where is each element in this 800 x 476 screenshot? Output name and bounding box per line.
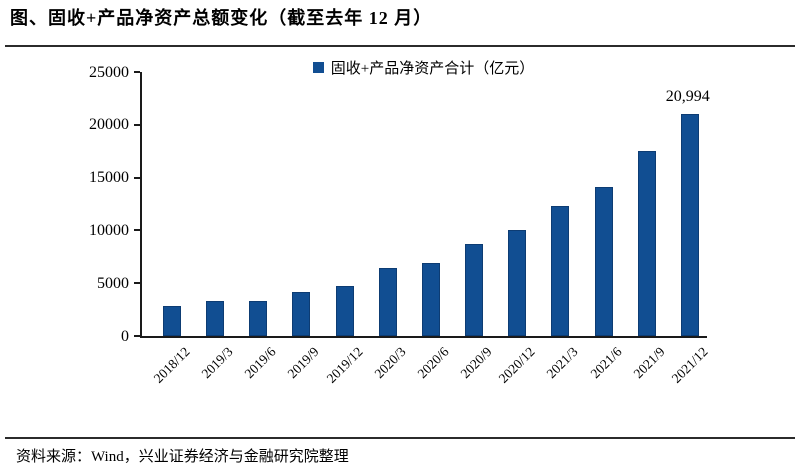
x-tick-label: 2019/3 bbox=[198, 344, 236, 382]
bar bbox=[249, 300, 268, 336]
title-divider bbox=[5, 45, 795, 47]
source-note: 资料来源：Wind，兴业证券经济与金融研究院整理 bbox=[16, 449, 349, 465]
x-tick-label: 2020/9 bbox=[457, 344, 495, 382]
bar bbox=[163, 306, 181, 336]
x-tick-label: 2019/6 bbox=[241, 344, 279, 382]
source-divider bbox=[5, 437, 795, 439]
bar bbox=[421, 263, 440, 336]
y-tick-label: 25000 bbox=[89, 63, 129, 81]
bar bbox=[637, 150, 656, 336]
bar bbox=[335, 285, 354, 336]
x-tick-label: 2021/9 bbox=[630, 344, 668, 382]
y-tick-label: 10000 bbox=[89, 221, 129, 239]
x-tick-label: 2021/12 bbox=[668, 344, 711, 386]
legend-marker-icon bbox=[312, 62, 324, 73]
y-tick-label: 20000 bbox=[89, 116, 129, 134]
legend: 固收+产品净资产合计（亿元） bbox=[140, 57, 707, 78]
bar bbox=[465, 244, 484, 336]
x-tick-label: 2018/12 bbox=[150, 344, 193, 386]
bar bbox=[292, 292, 311, 336]
y-tick-label: 15000 bbox=[89, 169, 129, 187]
bar bbox=[508, 230, 527, 336]
x-tick-label: 2021/3 bbox=[543, 344, 581, 382]
bar bbox=[551, 206, 570, 336]
x-tick-label: 2020/3 bbox=[371, 344, 409, 382]
y-tick-label: 0 bbox=[121, 327, 129, 345]
bar bbox=[680, 114, 699, 336]
x-tick-label: 2020/6 bbox=[414, 344, 452, 382]
x-tick-label: 2020/12 bbox=[495, 344, 538, 386]
x-tick-label: 2021/6 bbox=[586, 344, 625, 382]
y-tick-label: 5000 bbox=[97, 274, 129, 292]
bar bbox=[594, 187, 613, 336]
x-tick-label: 2019/9 bbox=[284, 344, 323, 382]
x-tick-label: 2019/12 bbox=[323, 344, 366, 386]
figure-title: 图、固收+产品净资产总额变化（截至去年 12 月） bbox=[10, 8, 433, 28]
plot-area bbox=[140, 72, 707, 338]
bar bbox=[206, 300, 225, 336]
legend-label: 固收+产品净资产合计（亿元） bbox=[330, 61, 535, 77]
bar bbox=[378, 267, 397, 336]
